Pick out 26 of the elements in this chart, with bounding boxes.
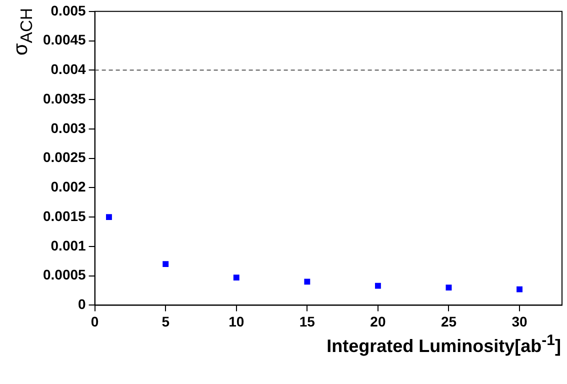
y-tick-label: 0.002 [50,178,86,195]
point [374,282,381,289]
y-tick-label: 0.0045 [42,32,86,48]
y-tick-label: 0.0035 [42,90,86,106]
point [233,274,240,281]
y-tick-label: 0.0025 [42,149,86,166]
x-tick-label: 5 [162,313,170,330]
y-tick-label: 0.005 [50,2,86,18]
point [106,214,112,220]
x-tick-label: 20 [370,313,386,330]
y-tick-label: 0.003 [50,120,86,136]
x-tick-label: 10 [228,313,244,330]
y-tick-label: 0.0005 [42,266,86,283]
x-tick-label: 15 [299,313,316,330]
point [516,286,523,292]
y-tick-label: 0.0015 [42,208,86,224]
y-tick-label: 0.004 [50,61,86,78]
y-tick-label: 0 [78,296,86,312]
point [162,261,169,268]
y-tick-label: 0.001 [50,237,86,254]
x-axis-title: Integrated Luminosity[ab$^{-1}$] [326,332,561,357]
x-tick-label: 25 [440,313,457,330]
x-tick-label: 30 [512,313,528,330]
point [446,284,452,291]
x-tick-label: 0 [90,313,99,330]
point [304,278,310,285]
